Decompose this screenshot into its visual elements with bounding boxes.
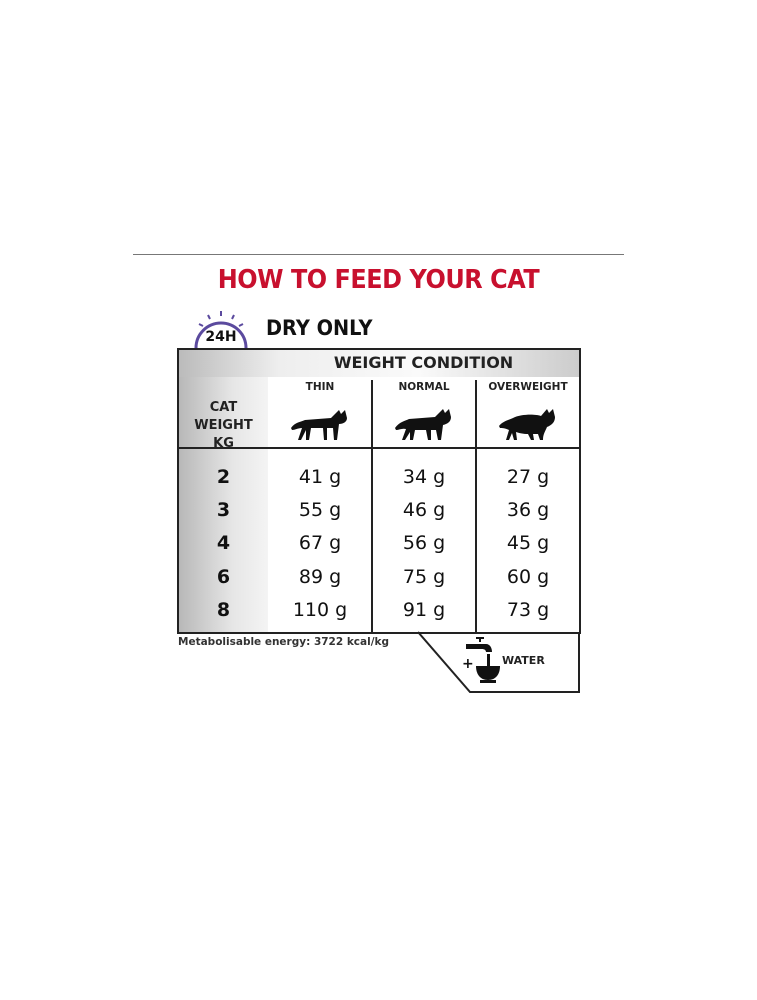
cat-weight-cell: 2 [216,466,231,488]
feeding-mode: DRY ONLY [266,316,373,340]
portion-cell-normal: 34 g [402,466,446,488]
portion-cell-overweight: 60 g [506,566,550,588]
weight-condition-label: WEIGHT CONDITION [333,353,514,372]
clock-24h-icon: 24H [194,311,248,349]
cat-weight-header: CAT WEIGHT KG [179,399,268,453]
portion-cell-normal: 56 g [402,532,446,554]
divider [133,254,624,255]
cat-weight-cell: 3 [216,499,231,521]
portion-cell-thin: 41 g [298,466,342,488]
water-label: WATER [502,654,545,667]
column-divider [475,380,477,632]
portion-cell-thin: 55 g [298,499,342,521]
portion-cell-thin: 110 g [292,599,348,621]
cat-weight-column: CAT WEIGHT KG [179,377,268,632]
page-title: HOW TO FEED YOUR CAT [217,265,540,295]
cat-weight-cell: 6 [216,566,231,588]
portion-cell-normal: 46 g [402,499,446,521]
header-line: CAT [209,400,238,415]
column-header-normal: NORMAL [398,381,450,393]
water-box: + [418,631,580,693]
feeding-table: WEIGHT CONDITION CAT WEIGHT KG THIN NORM… [177,348,581,634]
header-line: WEIGHT [194,418,253,433]
header-separator [179,447,579,449]
portion-cell-overweight: 45 g [506,532,550,554]
portion-cell-overweight: 73 g [506,599,550,621]
water-tap-bowl-icon [466,637,500,683]
plus-sign: + [462,656,474,672]
weight-condition-header: WEIGHT CONDITION [179,350,579,377]
portion-cell-overweight: 36 g [506,499,550,521]
cat-weight-cell: 4 [216,532,231,554]
column-header-overweight: OVERWEIGHT [488,381,568,393]
portion-cell-thin: 67 g [298,532,342,554]
portion-cell-thin: 89 g [298,566,342,588]
normal-cat-icon [395,409,451,440]
portion-cell-overweight: 27 g [506,466,550,488]
column-divider [371,380,373,632]
metabolisable-energy: Metabolisable energy: 3722 kcal/kg [178,636,390,648]
cat-weight-cell: 8 [216,599,231,621]
column-header-thin: THIN [305,381,335,393]
overweight-cat-icon [499,409,555,440]
badge-text: 24H [205,329,236,345]
portion-cell-normal: 75 g [402,566,446,588]
thin-cat-icon [291,410,347,440]
header-line: KG [213,436,234,451]
portion-cell-normal: 91 g [402,599,446,621]
